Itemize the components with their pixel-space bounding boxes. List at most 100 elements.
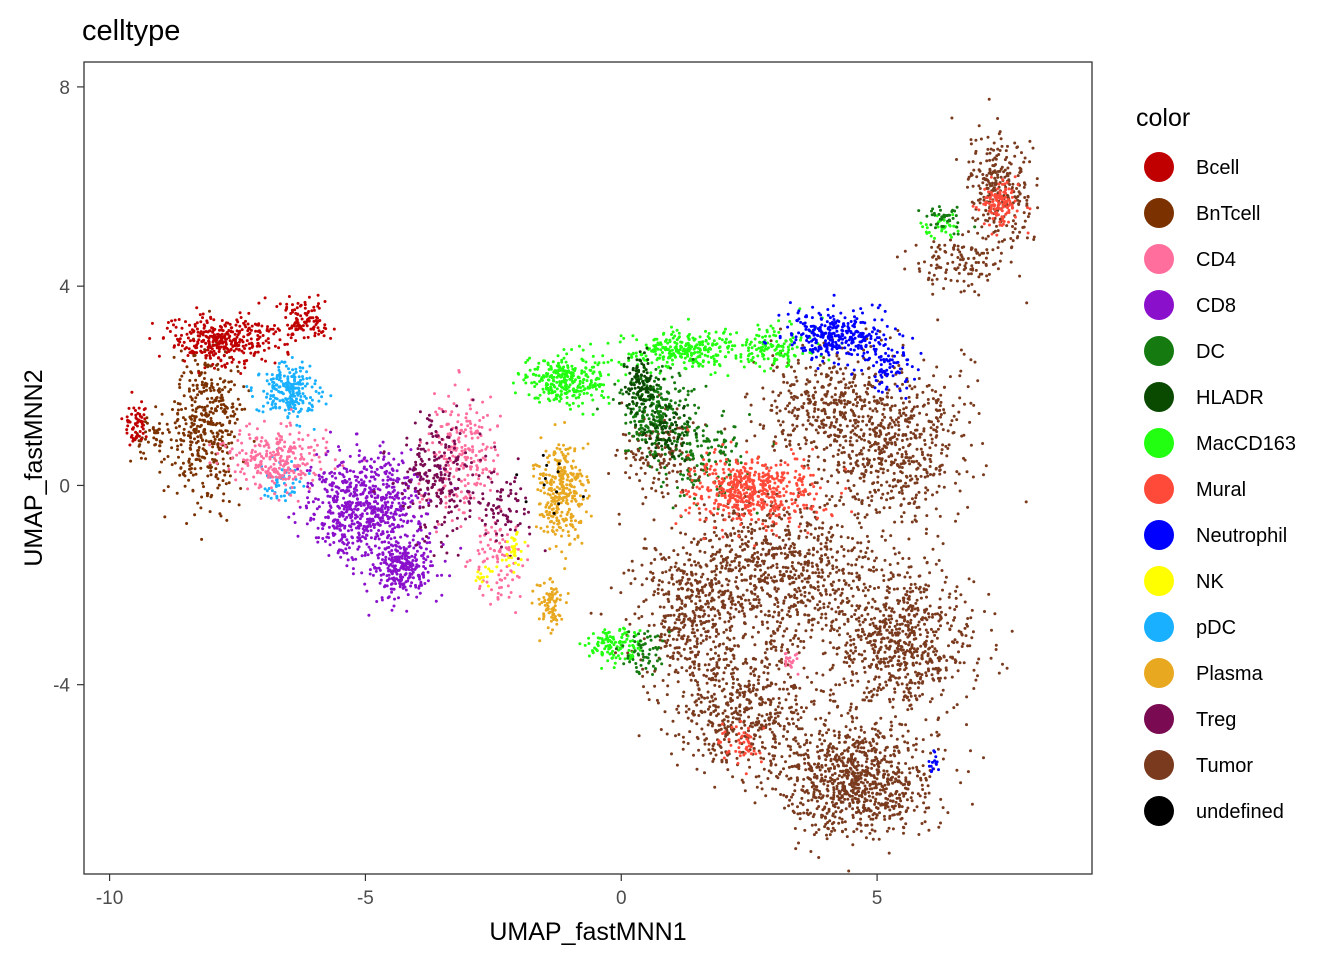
- point: [870, 494, 874, 498]
- point: [885, 480, 889, 484]
- point: [729, 533, 733, 537]
- point: [922, 587, 926, 591]
- point: [865, 695, 869, 699]
- point: [652, 623, 656, 627]
- point: [670, 526, 674, 530]
- point: [767, 609, 771, 613]
- point: [629, 450, 633, 454]
- point: [838, 626, 841, 630]
- point: [711, 625, 715, 629]
- point: [711, 747, 715, 751]
- point: [836, 794, 839, 798]
- point: [865, 787, 869, 791]
- series-bntcell: [129, 309, 256, 541]
- point: [703, 532, 707, 536]
- point: [834, 683, 838, 687]
- point: [837, 736, 841, 740]
- point: [1025, 202, 1029, 206]
- point: [941, 588, 944, 592]
- point: [824, 589, 828, 593]
- point: [827, 769, 831, 773]
- point: [778, 701, 781, 705]
- point: [889, 728, 893, 732]
- point: [880, 568, 884, 572]
- point: [855, 705, 858, 709]
- point: [893, 423, 897, 427]
- point: [785, 570, 789, 573]
- point: [833, 393, 837, 397]
- point: [866, 387, 870, 390]
- point: [835, 747, 839, 751]
- point: [827, 601, 831, 605]
- point: [946, 429, 950, 433]
- point: [904, 666, 908, 670]
- point: [891, 799, 895, 803]
- point: [914, 625, 918, 629]
- point: [823, 825, 827, 829]
- point: [900, 491, 904, 495]
- point: [911, 766, 915, 770]
- point: [676, 704, 680, 708]
- point: [874, 645, 877, 649]
- point: [704, 602, 708, 606]
- point: [795, 596, 799, 600]
- point: [649, 561, 653, 565]
- point: [663, 616, 667, 620]
- point: [974, 149, 978, 153]
- point: [788, 401, 791, 405]
- point: [779, 649, 783, 653]
- point: [780, 643, 784, 647]
- point: [697, 662, 701, 666]
- point: [729, 591, 733, 595]
- point: [710, 589, 714, 593]
- point: [710, 721, 714, 725]
- point: [695, 642, 699, 646]
- point: [883, 783, 887, 787]
- point: [965, 470, 969, 474]
- point: [790, 395, 794, 399]
- point: [795, 751, 799, 755]
- point: [865, 423, 869, 427]
- point: [730, 602, 734, 606]
- point: [808, 380, 812, 384]
- point: [227, 500, 231, 503]
- point: [704, 630, 708, 634]
- point: [773, 735, 777, 738]
- point: [863, 438, 866, 442]
- point: [738, 693, 742, 697]
- point: [883, 790, 887, 794]
- point: [860, 614, 864, 618]
- point: [839, 535, 843, 539]
- point: [752, 747, 756, 751]
- point: [661, 571, 665, 575]
- point: [958, 489, 962, 493]
- point: [855, 571, 859, 575]
- point: [858, 604, 862, 608]
- point: [769, 771, 773, 775]
- point: [866, 780, 869, 784]
- point: [1032, 238, 1036, 241]
- point: [724, 657, 728, 661]
- point: [790, 685, 794, 688]
- point: [882, 787, 886, 791]
- point: [657, 446, 660, 450]
- point: [977, 275, 981, 279]
- point: [890, 607, 894, 611]
- point: [791, 423, 795, 427]
- point: [994, 163, 997, 166]
- point: [941, 806, 945, 810]
- point: [940, 422, 944, 426]
- point: [847, 793, 851, 797]
- point: [724, 532, 728, 536]
- point: [826, 556, 830, 560]
- point: [940, 569, 944, 572]
- point: [832, 628, 836, 632]
- point: [804, 366, 808, 370]
- point: [914, 601, 918, 605]
- point: [896, 587, 899, 591]
- point: [988, 158, 992, 162]
- point: [688, 474, 692, 478]
- point: [633, 612, 637, 616]
- point: [768, 703, 772, 707]
- point: [986, 251, 990, 255]
